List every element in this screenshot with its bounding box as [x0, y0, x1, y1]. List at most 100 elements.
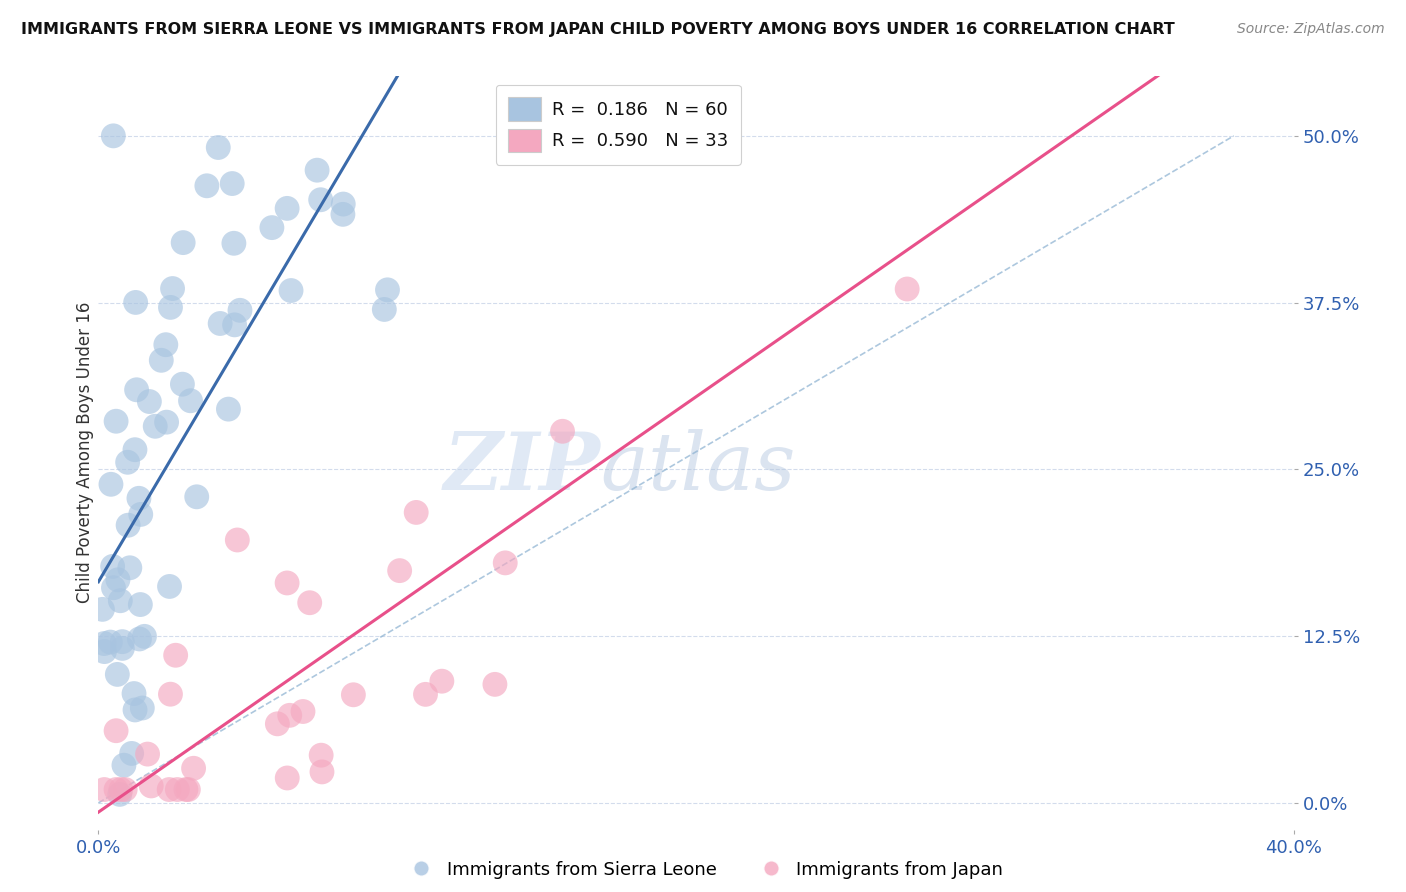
- Point: [172, 377, 194, 392]
- Point: [143, 419, 166, 434]
- Point: [177, 782, 200, 797]
- Point: [108, 788, 131, 802]
- Point: [105, 414, 128, 428]
- Point: [93, 644, 115, 658]
- Point: [155, 337, 177, 351]
- Point: [103, 581, 125, 595]
- Point: [129, 508, 152, 522]
- Point: [155, 415, 177, 429]
- Point: [276, 771, 298, 785]
- Point: [276, 202, 298, 216]
- Point: [551, 425, 574, 439]
- Text: Source: ZipAtlas.com: Source: ZipAtlas.com: [1237, 22, 1385, 37]
- Point: [266, 716, 288, 731]
- Point: [174, 782, 197, 797]
- Legend: Immigrants from Sierra Leone, Immigrants from Japan: Immigrants from Sierra Leone, Immigrants…: [396, 854, 1010, 886]
- Point: [124, 295, 146, 310]
- Point: [121, 747, 143, 761]
- Point: [180, 393, 202, 408]
- Point: [157, 782, 180, 797]
- Point: [107, 573, 129, 587]
- Point: [100, 477, 122, 491]
- Point: [207, 140, 229, 154]
- Legend: R =  0.186   N = 60, R =  0.590   N = 33: R = 0.186 N = 60, R = 0.590 N = 33: [496, 85, 741, 165]
- Point: [131, 701, 153, 715]
- Point: [98, 635, 121, 649]
- Point: [124, 703, 146, 717]
- Point: [311, 764, 333, 779]
- Point: [159, 301, 181, 315]
- Y-axis label: Child Poverty Among Boys Under 16: Child Poverty Among Boys Under 16: [76, 302, 94, 603]
- Point: [229, 303, 252, 318]
- Point: [111, 641, 134, 656]
- Point: [101, 559, 124, 574]
- Point: [280, 284, 302, 298]
- Point: [166, 782, 188, 797]
- Point: [183, 761, 205, 775]
- Point: [105, 723, 128, 738]
- Point: [134, 629, 156, 643]
- Point: [136, 747, 159, 761]
- Point: [224, 318, 246, 332]
- Point: [309, 748, 332, 763]
- Point: [91, 602, 114, 616]
- Point: [162, 281, 184, 295]
- Point: [124, 442, 146, 457]
- Point: [221, 177, 243, 191]
- Point: [342, 688, 364, 702]
- Point: [128, 491, 150, 506]
- Point: [405, 505, 427, 519]
- Point: [150, 353, 173, 368]
- Point: [128, 632, 150, 646]
- Point: [165, 648, 187, 663]
- Point: [159, 579, 181, 593]
- Text: IMMIGRANTS FROM SIERRA LEONE VS IMMIGRANTS FROM JAPAN CHILD POVERTY AMONG BOYS U: IMMIGRANTS FROM SIERRA LEONE VS IMMIGRAN…: [21, 22, 1175, 37]
- Point: [222, 236, 245, 251]
- Point: [309, 193, 332, 207]
- Point: [93, 636, 115, 650]
- Point: [195, 178, 218, 193]
- Point: [110, 593, 132, 607]
- Point: [298, 596, 321, 610]
- Point: [117, 455, 139, 469]
- Point: [415, 687, 437, 701]
- Point: [655, 128, 678, 143]
- Point: [125, 383, 148, 397]
- Point: [260, 220, 283, 235]
- Text: atlas: atlas: [600, 429, 796, 507]
- Point: [217, 402, 239, 417]
- Point: [896, 282, 918, 296]
- Point: [186, 490, 208, 504]
- Point: [484, 677, 506, 691]
- Point: [307, 163, 329, 178]
- Point: [494, 556, 516, 570]
- Point: [276, 576, 298, 591]
- Point: [141, 779, 163, 793]
- Point: [172, 235, 194, 250]
- Point: [103, 128, 125, 143]
- Point: [332, 207, 354, 221]
- Point: [110, 782, 132, 797]
- Point: [122, 687, 145, 701]
- Point: [377, 283, 399, 297]
- Point: [112, 758, 135, 772]
- Point: [129, 598, 152, 612]
- Text: ZIP: ZIP: [443, 429, 600, 507]
- Point: [388, 564, 411, 578]
- Point: [373, 302, 395, 317]
- Point: [118, 561, 141, 575]
- Point: [332, 197, 354, 211]
- Point: [278, 708, 301, 723]
- Point: [93, 782, 115, 797]
- Point: [226, 533, 249, 547]
- Point: [209, 317, 232, 331]
- Point: [138, 394, 160, 409]
- Point: [291, 705, 314, 719]
- Point: [117, 518, 139, 533]
- Point: [105, 782, 128, 797]
- Point: [159, 687, 181, 701]
- Point: [114, 782, 136, 797]
- Point: [105, 667, 128, 681]
- Point: [111, 634, 134, 648]
- Point: [430, 674, 453, 689]
